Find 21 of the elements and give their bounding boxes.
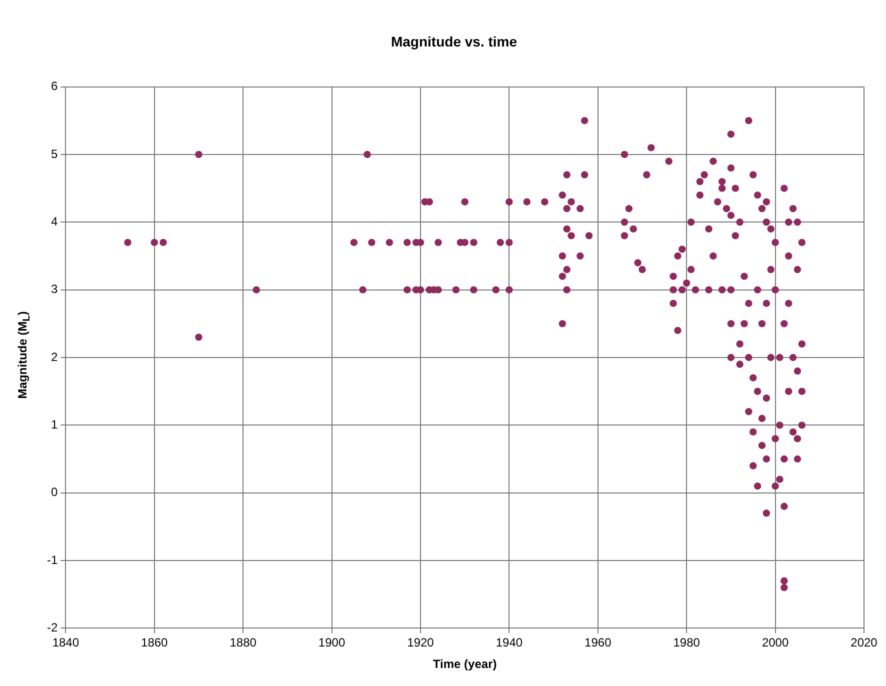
x-tick-label: 1940 xyxy=(496,636,523,650)
x-axis-title: Time (year) xyxy=(432,657,497,672)
x-tick-label: 1840 xyxy=(52,636,80,650)
x-tick-label: 2020 xyxy=(850,636,878,650)
x-tick-label: 1920 xyxy=(407,636,434,650)
x-tick-label: 1860 xyxy=(141,636,168,650)
x-tick-label: 1900 xyxy=(318,636,346,650)
x-tick-label: 1880 xyxy=(230,636,257,650)
x-tick-label: 1960 xyxy=(584,636,612,650)
y-tick-label: 6 xyxy=(50,79,58,94)
y-tick-label: -1 xyxy=(47,552,58,567)
x-tick-label: 2000 xyxy=(762,636,789,650)
y-tick-label: 0 xyxy=(50,485,58,500)
y-tick-label: 3 xyxy=(50,282,58,296)
y-tick-label: -2 xyxy=(47,620,58,635)
x-tick-label: 1980 xyxy=(673,636,700,650)
chart-title: Magnitude vs. time xyxy=(390,33,518,50)
y-tick-label: 2 xyxy=(50,350,58,364)
y-tick-label: 5 xyxy=(50,146,58,161)
y-tick-label: 1 xyxy=(50,417,58,432)
y-tick-label: 4 xyxy=(50,214,58,228)
